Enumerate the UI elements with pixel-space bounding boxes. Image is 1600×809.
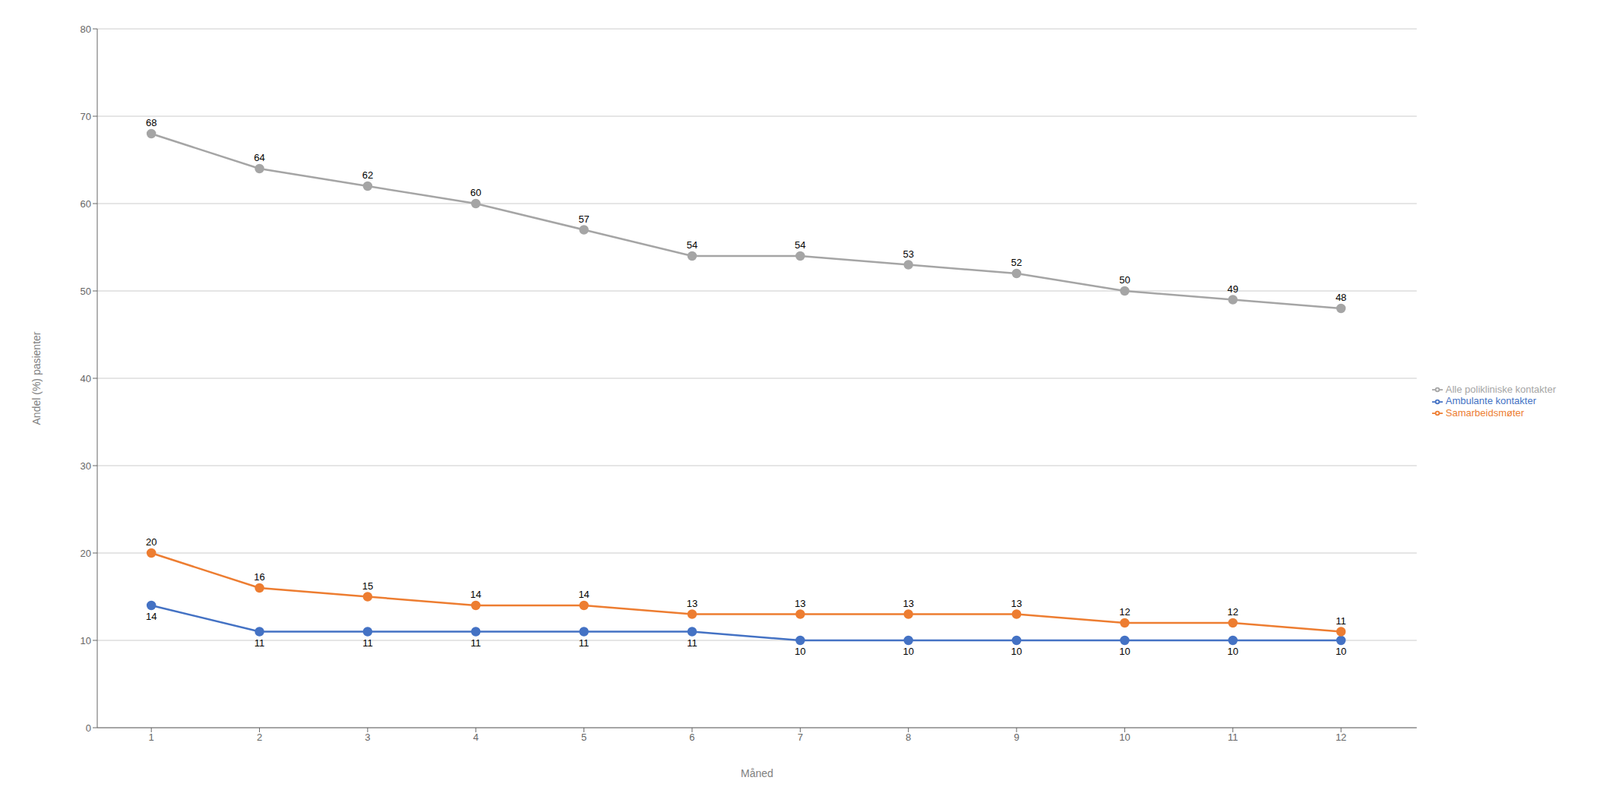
svg-text:11: 11	[254, 637, 266, 649]
svg-text:8: 8	[905, 731, 911, 744]
svg-text:10: 10	[794, 645, 806, 658]
svg-text:52: 52	[1011, 256, 1022, 269]
svg-text:54: 54	[686, 239, 698, 251]
svg-text:50: 50	[80, 285, 92, 298]
svg-text:2: 2	[256, 731, 263, 744]
svg-text:11: 11	[1227, 731, 1239, 744]
svg-text:10: 10	[1011, 645, 1022, 658]
svg-text:57: 57	[578, 213, 589, 225]
html-text:Alle polikliniske kontakter: Alle polikliniske kontakter	[1445, 383, 1556, 395]
svg-text:53: 53	[902, 248, 914, 260]
svg-text:11: 11	[686, 637, 698, 649]
svg-text:11: 11	[362, 637, 374, 649]
svg-text:10: 10	[80, 635, 92, 647]
svg-text:60: 60	[80, 198, 92, 210]
svg-text:70: 70	[80, 110, 92, 123]
html-text:Ambulante kontakter: Ambulante kontakter	[1445, 395, 1537, 407]
svg-text:48: 48	[1335, 291, 1347, 304]
svg-text:12: 12	[1335, 731, 1347, 744]
svg-text:13: 13	[686, 597, 698, 610]
svg-text:64: 64	[253, 151, 265, 164]
svg-text:1: 1	[148, 731, 155, 744]
svg-text:40: 40	[80, 373, 92, 385]
svg-text:10: 10	[1335, 645, 1347, 658]
svg-text:11: 11	[1335, 615, 1347, 627]
svg-text:10: 10	[1227, 645, 1239, 658]
svg-text:13: 13	[794, 597, 806, 610]
svg-text:54: 54	[794, 239, 806, 251]
svg-text:Måned: Måned	[740, 767, 774, 780]
svg-text:11: 11	[471, 637, 482, 649]
svg-text:30: 30	[80, 460, 92, 472]
svg-text:16: 16	[253, 571, 265, 583]
svg-text:0: 0	[85, 722, 92, 734]
svg-text:4: 4	[473, 731, 479, 744]
svg-text:49: 49	[1227, 283, 1239, 295]
svg-text:62: 62	[362, 169, 374, 181]
svg-text:Andel (%) pasienter: Andel (%) pasienter	[30, 331, 43, 425]
svg-text:14: 14	[470, 588, 481, 601]
html-text:Samarbeidsmøter: Samarbeidsmøter	[1445, 407, 1525, 419]
svg-text:12: 12	[1119, 606, 1130, 618]
svg-text:10: 10	[902, 645, 914, 658]
svg-text:80: 80	[80, 23, 92, 35]
svg-text:14: 14	[145, 610, 157, 623]
svg-text:20: 20	[145, 536, 157, 548]
svg-text:7: 7	[797, 731, 804, 744]
svg-text:68: 68	[145, 116, 157, 129]
svg-text:50: 50	[1119, 274, 1130, 286]
svg-text:3: 3	[364, 731, 370, 744]
svg-text:11: 11	[578, 637, 590, 649]
svg-text:9: 9	[1013, 731, 1019, 744]
svg-text:12: 12	[1227, 606, 1239, 618]
svg-text:10: 10	[1119, 645, 1130, 658]
svg-text:20: 20	[80, 547, 92, 560]
svg-text:13: 13	[1011, 597, 1022, 610]
svg-text:60: 60	[470, 186, 481, 199]
svg-text:13: 13	[902, 597, 914, 610]
svg-text:10: 10	[1119, 731, 1130, 744]
svg-text:5: 5	[581, 731, 587, 744]
svg-text:6: 6	[689, 731, 695, 744]
svg-text:15: 15	[362, 580, 374, 592]
svg-text:14: 14	[578, 588, 589, 601]
